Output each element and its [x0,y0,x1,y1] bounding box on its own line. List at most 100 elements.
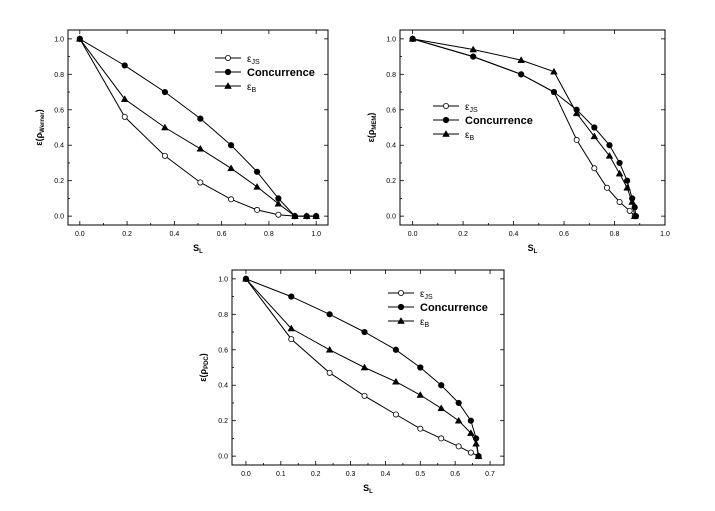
y-axis-label: ε(ρWerner) [34,109,46,145]
data-point [121,113,128,120]
series-line [79,38,317,217]
y-tick-label: 0.6 [54,107,64,114]
y-tick-label: 0.4 [218,383,228,390]
x-axis-label: SL [193,243,203,255]
data-point [628,198,637,205]
data-point [603,184,610,191]
x-tick-label: 0.2 [122,231,132,238]
data-point [326,311,333,318]
x-tick-label: 0.4 [509,231,519,238]
x-tick-label: 0.6 [450,471,460,478]
data-point [197,115,204,122]
data-point [275,211,282,218]
data-point [392,377,400,385]
data-point [626,207,633,214]
series-3 [75,34,321,219]
y-tick-label: 0.0 [218,454,228,461]
data-point [392,346,399,353]
chart-panel-1: 0.0 0.2 0.4 0.6 0.8 1.0 0.0 0.2 0.4 0.6 0.8 1.0 SL ε(… [34,29,329,255]
x-tick-label: 1.0 [660,231,670,238]
plot-frame [231,269,505,466]
legend-label: εB [420,317,429,329]
legend-marker [397,303,405,311]
x-tick-label: 0.0 [75,231,85,238]
data-point [467,429,475,436]
series-line [412,38,637,217]
y-tick-label: 0.0 [386,214,396,221]
y-tick-label: 0.8 [218,312,228,319]
data-point [591,165,598,172]
data-point [227,142,235,149]
data-point [228,196,235,203]
y-tick-label: 1.0 [386,36,396,43]
data-point [312,212,321,219]
data-point [616,198,623,205]
legend-label: εJS [465,102,478,114]
data-point [287,324,296,332]
data-point [253,182,261,190]
x-tick-label: 0.4 [169,231,179,238]
data-point [572,109,581,117]
data-point [416,391,425,398]
data-point [623,183,631,191]
legend-label: Concurrence [247,67,315,79]
data-point [550,67,558,75]
y-tick-label: 0.4 [386,143,396,150]
y-tick-label: 0.2 [386,178,396,185]
data-point [408,34,417,42]
data-point [438,382,445,389]
data-point [615,169,624,177]
data-point [120,95,129,102]
data-point [121,62,128,69]
data-point [291,212,299,219]
data-point [474,452,483,459]
legend-marker [224,68,232,76]
x-tick-label: 0.3 [346,471,356,478]
data-point [417,425,424,432]
data-point [361,328,368,336]
x-tick-label: 0.6 [217,231,227,238]
data-point [326,369,333,376]
x-tick-label: 0.1 [276,471,286,478]
series-2 [76,35,320,220]
legend-label: Concurrence [465,115,533,127]
data-point [253,168,261,175]
x-tick-label: 0.2 [311,471,321,478]
data-point [605,151,614,159]
data-point [392,411,399,418]
x-tick-label: 0.6 [559,231,569,238]
data-point [361,392,368,399]
data-point [550,88,558,96]
legend-marker [442,103,449,110]
data-point [75,34,84,42]
x-tick-label: 0.4 [381,471,391,478]
data-point [616,159,623,167]
legend-label: εJS [420,289,433,301]
y-tick-label: 1.0 [218,276,228,283]
legend-marker [224,55,231,62]
x-tick-label: 1.0 [311,231,321,238]
series-1 [76,35,320,220]
y-tick-label: 0.4 [54,143,64,150]
series-line [412,38,636,217]
y-axis-label: ε(ρMEM) [366,113,378,143]
data-point [254,206,261,213]
data-point [455,399,462,407]
series-3 [408,34,639,219]
data-point [472,439,480,447]
data-point [197,179,204,186]
data-point [288,336,295,343]
x-tick-label: 0.8 [264,231,274,238]
x-tick-label: 0.8 [610,231,620,238]
data-point [437,404,446,412]
plot-frame [399,29,666,226]
x-tick-label: 0.0 [408,231,418,238]
legend-marker [442,116,450,124]
data-point [161,88,169,96]
data-point [161,152,168,159]
data-point [288,293,295,300]
y-tick-label: 0.8 [54,72,64,79]
